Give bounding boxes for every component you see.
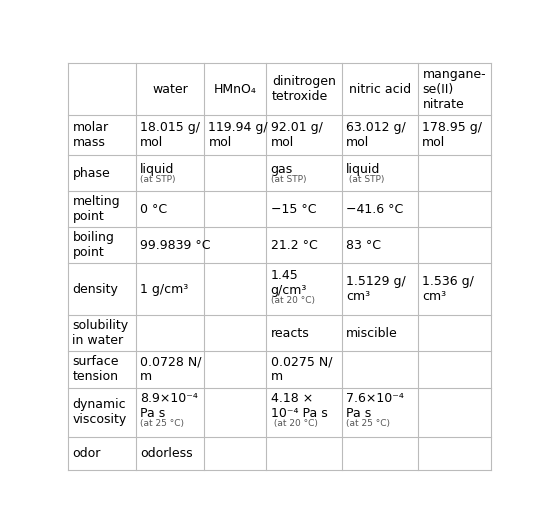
- Text: 119.94 g/
mol: 119.94 g/ mol: [209, 121, 268, 149]
- Text: 0 °C: 0 °C: [140, 203, 167, 215]
- Text: surface
tension: surface tension: [73, 355, 119, 383]
- Text: (at 25 °C): (at 25 °C): [346, 419, 390, 428]
- Text: 1 g/cm³: 1 g/cm³: [140, 283, 188, 296]
- Text: water: water: [152, 83, 188, 96]
- Text: 4.18 ×
10⁻⁴ Pa s: 4.18 × 10⁻⁴ Pa s: [271, 392, 327, 420]
- Text: −41.6 °C: −41.6 °C: [346, 203, 403, 215]
- Text: dinitrogen
tetroxide: dinitrogen tetroxide: [272, 76, 336, 103]
- Text: −15 °C: −15 °C: [271, 203, 316, 215]
- Text: 1.45
g/cm³: 1.45 g/cm³: [271, 269, 307, 297]
- Text: 21.2 °C: 21.2 °C: [271, 239, 317, 252]
- Text: 1.5129 g/
cm³: 1.5129 g/ cm³: [346, 275, 406, 303]
- Text: (at 20 °C): (at 20 °C): [271, 296, 314, 305]
- Text: 83 °C: 83 °C: [346, 239, 381, 252]
- Text: odor: odor: [73, 447, 101, 460]
- Text: HMnO₄: HMnO₄: [214, 83, 257, 96]
- Text: (at STP): (at STP): [346, 175, 384, 184]
- Text: liquid: liquid: [140, 163, 174, 176]
- Text: gas: gas: [271, 163, 293, 176]
- Text: boiling
point: boiling point: [73, 231, 114, 259]
- Text: 0.0728 N/
m: 0.0728 N/ m: [140, 355, 201, 383]
- Text: odorless: odorless: [140, 447, 193, 460]
- Text: (at STP): (at STP): [140, 175, 175, 184]
- Text: reacts: reacts: [271, 327, 309, 340]
- Text: (at 20 °C): (at 20 °C): [271, 419, 317, 428]
- Text: solubility
in water: solubility in water: [73, 319, 129, 347]
- Text: 1.536 g/
cm³: 1.536 g/ cm³: [422, 275, 474, 303]
- Text: density: density: [73, 283, 118, 296]
- Text: 178.95 g/
mol: 178.95 g/ mol: [422, 121, 482, 149]
- Text: (at STP): (at STP): [271, 175, 306, 184]
- Text: miscible: miscible: [346, 327, 398, 340]
- Text: 99.9839 °C: 99.9839 °C: [140, 239, 211, 252]
- Text: molar
mass: molar mass: [73, 121, 109, 149]
- Text: 92.01 g/
mol: 92.01 g/ mol: [271, 121, 323, 149]
- Text: phase: phase: [73, 166, 110, 180]
- Text: liquid: liquid: [346, 163, 381, 176]
- Text: 0.0275 N/
m: 0.0275 N/ m: [271, 355, 332, 383]
- Text: melting
point: melting point: [73, 195, 120, 223]
- Text: 63.012 g/
mol: 63.012 g/ mol: [346, 121, 406, 149]
- Text: mangane-
se(II)
nitrate: mangane- se(II) nitrate: [423, 68, 486, 111]
- Text: nitric acid: nitric acid: [349, 83, 411, 96]
- Text: dynamic
viscosity: dynamic viscosity: [73, 398, 127, 426]
- Text: 7.6×10⁻⁴
Pa s: 7.6×10⁻⁴ Pa s: [346, 392, 404, 420]
- Text: 8.9×10⁻⁴
Pa s: 8.9×10⁻⁴ Pa s: [140, 392, 198, 420]
- Text: 18.015 g/
mol: 18.015 g/ mol: [140, 121, 200, 149]
- Text: (at 25 °C): (at 25 °C): [140, 419, 184, 428]
